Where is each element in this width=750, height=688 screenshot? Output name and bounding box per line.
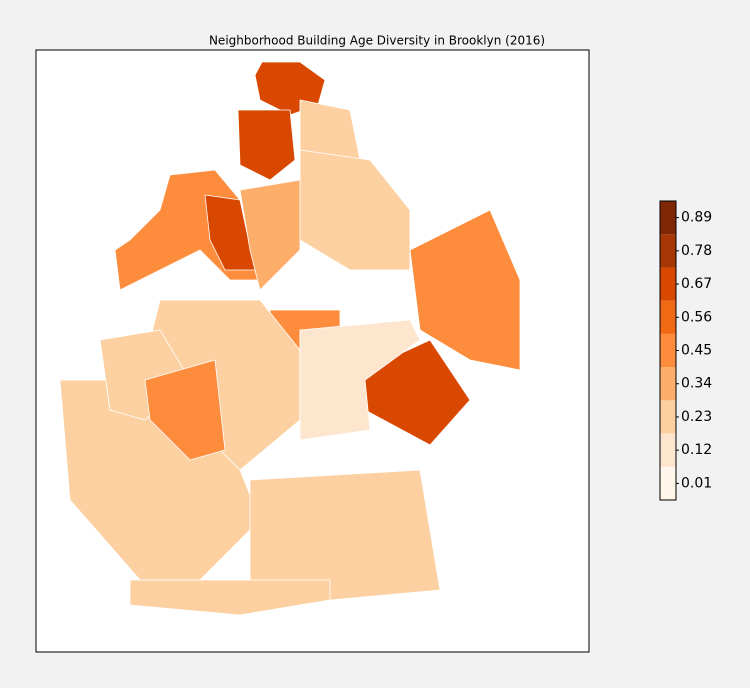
colorbar-band <box>660 333 676 368</box>
colorbar-tick-label: 0.23 <box>681 409 712 425</box>
colorbar-band <box>660 300 676 334</box>
colorbar-band <box>660 433 676 467</box>
colorbar-tick-label: 0.56 <box>681 309 712 325</box>
neighborhood <box>239 179 301 291</box>
neighborhood <box>299 319 421 441</box>
colorbar-tick-label: 0.89 <box>681 210 712 226</box>
colorbar-band <box>660 466 676 500</box>
neighborhood <box>409 209 521 371</box>
colorbar-band <box>660 234 676 268</box>
colorbar-tick-label: 0.01 <box>681 475 712 491</box>
neighborhood <box>204 194 256 271</box>
neighborhood <box>237 109 296 181</box>
colorbar-band <box>660 267 676 301</box>
colorbar-band <box>660 367 676 401</box>
colorbar-tick-label: 0.45 <box>681 343 712 359</box>
colorbar-tick-label: 0.12 <box>681 442 712 458</box>
colorbar-tick-label: 0.78 <box>681 243 712 259</box>
neighborhood <box>144 359 226 461</box>
neighborhood <box>249 469 441 601</box>
colorbar-tick-label: 0.67 <box>681 276 712 292</box>
neighborhood <box>129 579 331 616</box>
colorbar-band <box>660 400 676 434</box>
map-title: Neighborhood Building Age Diversity in B… <box>209 34 545 48</box>
colorbar-tick-label: 0.34 <box>681 376 712 392</box>
colorbar: 0.01 0.12 0.23 0.34 0.45 0.56 0.67 0.78 0.89 <box>659 200 712 501</box>
regions <box>59 61 521 616</box>
colorbar-band <box>660 201 676 235</box>
